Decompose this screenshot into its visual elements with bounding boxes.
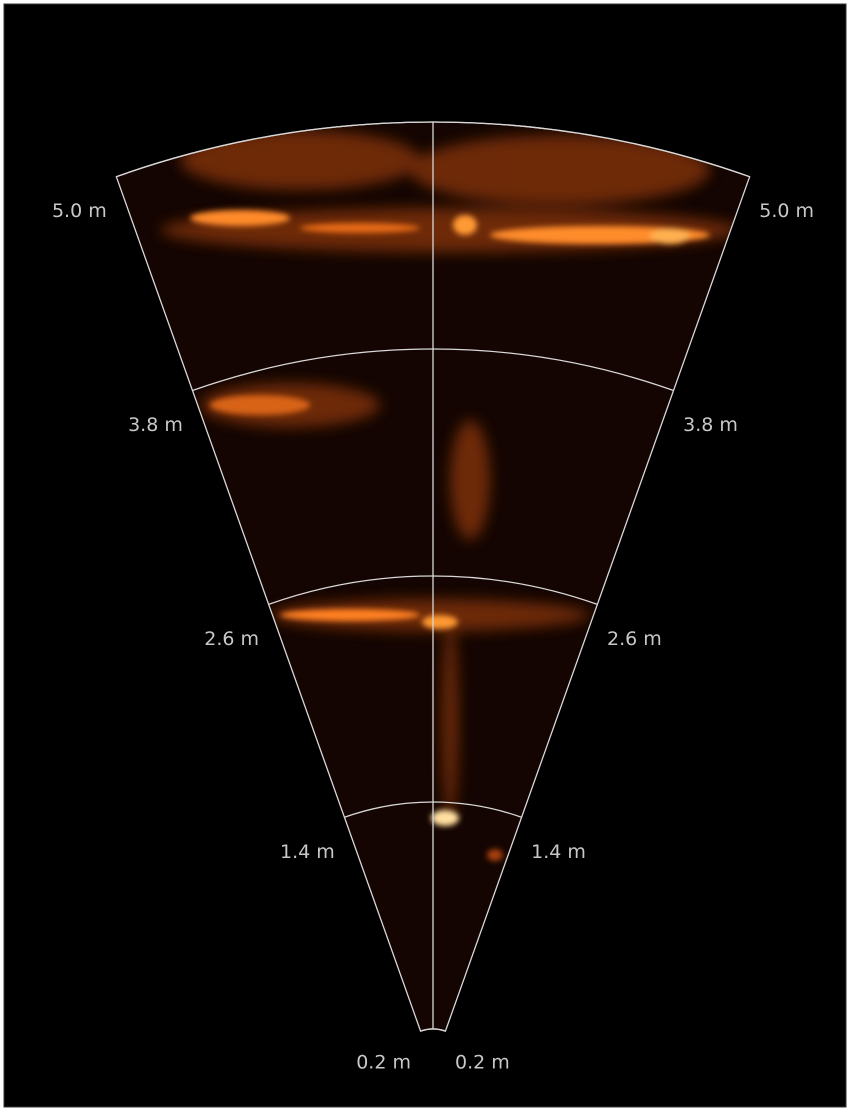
range-label-right: 1.4 m — [531, 841, 586, 863]
range-label-left: 3.8 m — [128, 414, 183, 436]
range-label-left: 2.6 m — [204, 628, 259, 650]
range-label-right: 2.6 m — [607, 628, 662, 650]
page: 5.0 m 5.0 m 3.8 m 3.8 m 2.6 m 2.6 m 1.4 m 1.4 m… — [0, 0, 850, 1111]
sonar-view: 5.0 m 5.0 m 3.8 m 3.8 m 2.6 m 2.6 m 1.4 m 1.4 m… — [0, 0, 850, 1111]
range-label-left: 1.4 m — [280, 841, 335, 863]
range-label-left: 5.0 m — [52, 200, 107, 222]
range-label-right: 5.0 m — [759, 200, 814, 222]
range-label-right: 0.2 m — [455, 1052, 510, 1074]
range-label-left: 0.2 m — [356, 1052, 411, 1074]
range-label-right: 3.8 m — [683, 414, 738, 436]
